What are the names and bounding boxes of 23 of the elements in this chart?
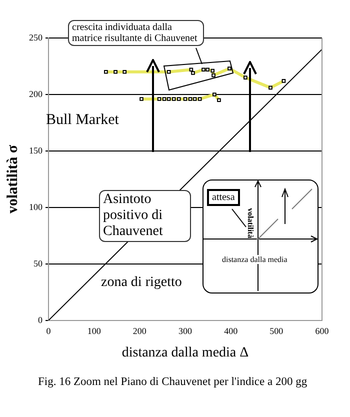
y-tick-label: 150 [29,145,43,156]
y-tick-label: 200 [29,88,43,99]
x-tick-label: 400 [224,326,238,336]
x-tick-label: 300 [178,326,192,336]
x-axis-title: distanza dalla media Δ [122,345,249,360]
x-tick-label: 100 [87,326,102,336]
y-tick-label: 250 [29,32,43,42]
x-tick-label: 0 [46,326,52,336]
annotation: attesa [207,189,240,206]
annotation: Bull Market [46,112,119,129]
annotation: Asintoto positivo di Chauvenet [99,190,191,242]
caption: Fig. 16 Zoom nel Piano di Chauvenet per l'indice a 200 gg [38,376,308,388]
y-tick-label: 0 [38,314,43,325]
y-tick-label: 100 [29,202,43,212]
annotation: distanza dalla media [222,255,288,264]
y-axis-title: volatilità σ [4,144,21,214]
annotation: volatilità [246,208,255,238]
annotation: crescita individuata dalla matrice risultante di Chauvenet [68,20,204,46]
annotation: zona di rigetto [101,275,182,291]
x-tick-label: 200 [132,326,147,336]
y-tick-label: 50 [34,258,43,268]
x-tick-label: 600 [315,326,330,336]
x-tick-label: 500 [270,326,284,336]
